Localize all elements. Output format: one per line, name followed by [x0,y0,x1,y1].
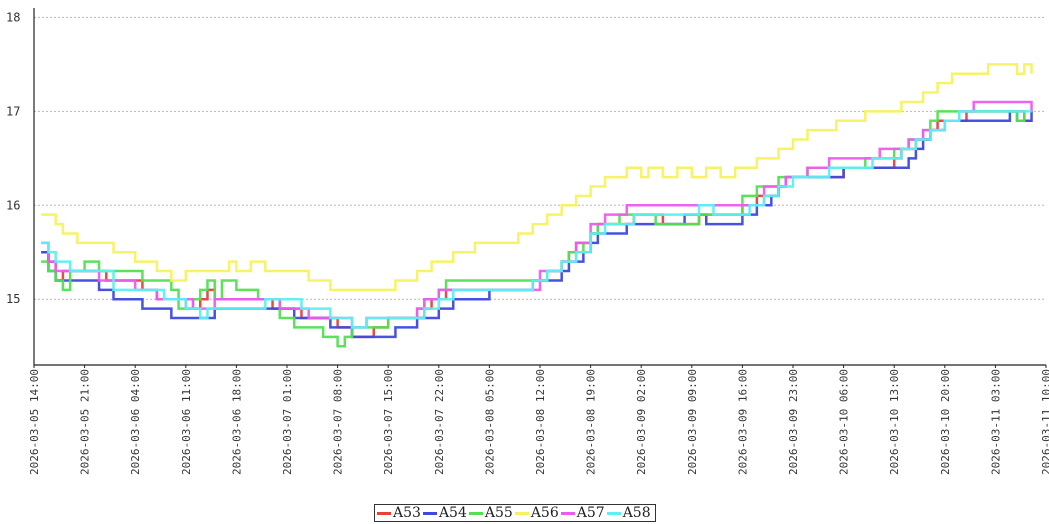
x-tick-label: 2026-03-09 02:00 [635,369,648,475]
legend-swatch [468,511,483,515]
series-line-a56 [41,63,1033,292]
legend-item-a57: A57 [560,505,605,521]
y-tick-labels: 15 16 17 18 [6,10,20,306]
x-tick-label: 2026-03-10 06:00 [838,369,851,475]
legend-label: A55 [484,505,513,521]
x-tick-label: 2026-03-06 04:00 [129,369,142,475]
x-tick-label: 2026-03-08 05:00 [483,369,496,475]
legend-swatch [377,511,391,515]
legend-item-a58: A58 [606,505,651,521]
y-tick-label: 17 [6,104,20,118]
x-tick-label: 2026-03-11 10:00 [1040,369,1049,475]
y-tick-label: 16 [6,198,20,212]
x-tick-labels: 2026-03-05 14:00 2026-03-05 21:00 2026-03-… [28,369,1049,475]
legend-label: A56 [530,505,559,521]
x-tick-label: 2026-03-09 09:00 [686,369,699,475]
x-tick-label: 2026-03-07 15:00 [382,369,395,475]
x-tick-label: 2026-03-10 20:00 [939,369,952,475]
x-tick-label: 2026-03-05 21:00 [79,369,92,475]
y-tick-label: 18 [6,10,20,24]
axes [33,8,1047,368]
legend: A53 A54 A55 A56 A57 A58 [374,504,656,522]
legend-label: A57 [576,505,605,521]
x-tick-label: 2026-03-09 16:00 [736,369,749,475]
legend-label: A54 [438,505,467,521]
legend-label: A58 [622,505,651,521]
legend-label: A53 [393,505,421,521]
x-tick-label: 2026-03-07 08:00 [332,369,345,475]
legend-swatch [514,511,529,515]
x-tick-label: 2026-03-07 22:00 [433,369,446,475]
legend-swatch [422,511,437,515]
series-line-a57 [41,100,1033,329]
legend-item-a56: A56 [514,505,559,521]
x-tick-label: 2026-03-10 13:00 [888,369,901,475]
x-tick-label: 2026-03-05 14:00 [28,369,41,475]
x-tick-label: 2026-03-11 03:00 [989,369,1002,475]
series-lines [41,63,1033,348]
x-tick-label: 2026-03-06 11:00 [180,369,193,475]
legend-item-a55: A55 [468,505,513,521]
x-tick-label: 2026-03-08 19:00 [585,369,598,475]
series-line-a58 [41,110,1032,329]
x-tick-label: 2026-03-07 01:00 [281,369,294,475]
x-tick-label: 2026-03-08 12:00 [534,369,547,475]
x-tick-label: 2026-03-06 18:00 [230,369,243,475]
legend-item-a54: A54 [422,505,467,521]
legend-swatch [606,511,621,515]
y-tick-label: 15 [6,292,20,306]
legend-item-a53: A53 [377,505,421,521]
x-tick-label: 2026-03-09 23:00 [787,369,800,475]
legend-swatch [560,511,575,515]
